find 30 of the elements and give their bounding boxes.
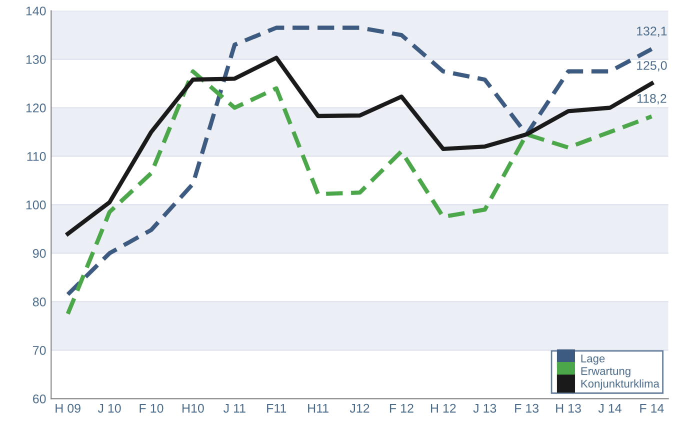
y-tick-label: 120 [26,104,46,112]
x-tick-label: J12 [350,404,370,413]
legend-label: Konjunkturklima [581,379,660,390]
y-tick-label: 130 [26,55,46,64]
data-label: 118,2 [637,94,666,104]
x-tick-label: J 10 [98,404,121,413]
x-tick-label: H 13 [556,404,581,413]
y-tick-label: 140 [26,6,46,16]
x-tick-label: F 13 [515,404,539,413]
y-tick-label: 90 [32,249,46,258]
y-tick-label: 80 [32,298,46,306]
x-tick-label: F11 [267,404,286,413]
x-tick-label: H 12 [430,404,456,413]
x-tick-label: J 13 [473,404,496,413]
x-tick-label: J 14 [598,404,622,413]
legend-label: Erwartung [581,367,630,378]
data-label: 132,1 [636,26,667,37]
y-tick-label: 110 [27,152,46,161]
x-tick-label: F 14 [640,404,664,413]
y-tick-label: 70 [33,346,46,355]
data-label: 125,0 [636,61,667,72]
legend-label: Lage [581,354,605,365]
x-tick-label: F 10 [140,404,164,413]
x-tick-label: H11 [308,404,328,413]
y-tick-label: 60 [33,394,46,404]
x-tick-label: J 11 [223,404,246,413]
y-tick-label: 100 [26,200,46,210]
x-tick-label: H 09 [56,404,80,413]
x-tick-label: H10 [182,404,204,413]
x-tick-label: F 12 [390,404,414,413]
